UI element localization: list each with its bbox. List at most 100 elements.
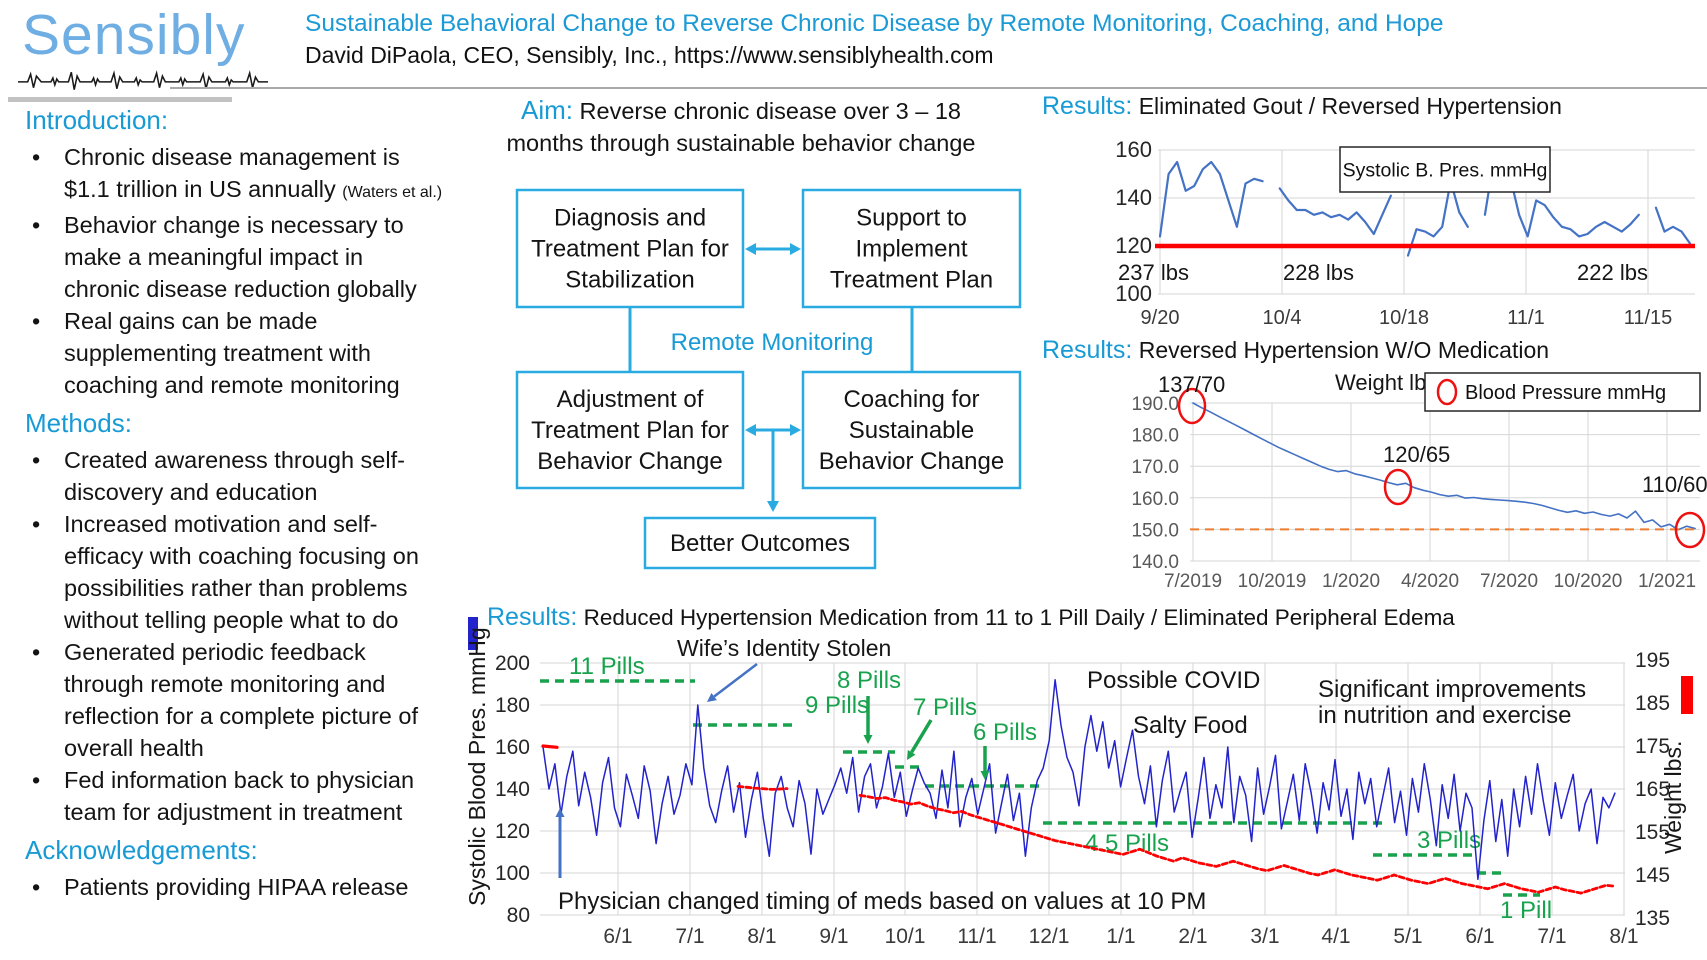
results-text: Eliminated Gout / Reversed Hypertension bbox=[1132, 93, 1562, 119]
svg-text:120: 120 bbox=[1115, 233, 1152, 258]
svg-text:140: 140 bbox=[1115, 185, 1152, 210]
svg-text:10/4: 10/4 bbox=[1263, 307, 1302, 329]
svg-text:10/2019: 10/2019 bbox=[1238, 571, 1307, 592]
svg-text:in nutrition and exercise: in nutrition and exercise bbox=[1318, 702, 1571, 729]
svg-text:10/1: 10/1 bbox=[885, 925, 926, 948]
svg-text:190.0: 190.0 bbox=[1131, 394, 1179, 415]
bullet-text: Behavior change is necessary to make a m… bbox=[64, 212, 417, 302]
svg-text:8 Pills: 8 Pills bbox=[837, 667, 901, 694]
svg-text:170.0: 170.0 bbox=[1131, 457, 1179, 478]
systolic-bp-legend-swatch bbox=[468, 617, 478, 650]
svg-text:Systolic B. Pres. mmHg: Systolic B. Pres. mmHg bbox=[1343, 160, 1548, 182]
bullet-text: Patients providing HIPAA release bbox=[64, 874, 409, 900]
bullet-text: Increased motivation and self- efficacy … bbox=[64, 511, 419, 633]
section-heading-acknowledgements: Acknowledgements: bbox=[25, 835, 258, 865]
svg-text:3 Pills: 3 Pills bbox=[1417, 827, 1481, 854]
svg-text:5/1: 5/1 bbox=[1393, 925, 1422, 948]
introduction-list: Chronic disease management is $1.1 trill… bbox=[25, 141, 475, 401]
svg-text:160.0: 160.0 bbox=[1131, 489, 1179, 510]
svg-text:145: 145 bbox=[1635, 864, 1670, 887]
svg-text:160: 160 bbox=[495, 736, 530, 759]
svg-text:1/2021: 1/2021 bbox=[1638, 571, 1696, 592]
svg-text:7/2019: 7/2019 bbox=[1164, 571, 1222, 592]
svg-text:Better Outcomes: Better Outcomes bbox=[670, 530, 850, 557]
svg-text:180: 180 bbox=[495, 694, 530, 717]
svg-text:80: 80 bbox=[507, 904, 530, 927]
svg-text:100: 100 bbox=[1115, 281, 1152, 306]
bullet-text: Generated periodic feedback through remo… bbox=[64, 639, 418, 761]
aim-statement: Aim: Reverse chronic disease over 3 – 18… bbox=[483, 94, 999, 159]
svg-text:Wife’s Identity Stolen: Wife’s Identity Stolen bbox=[677, 635, 891, 661]
svg-text:11/1: 11/1 bbox=[957, 925, 996, 948]
svg-text:175: 175 bbox=[1635, 735, 1670, 758]
svg-text:4/2020: 4/2020 bbox=[1401, 571, 1459, 592]
results-label: Results: bbox=[1042, 336, 1133, 364]
logo-underline bbox=[8, 97, 232, 102]
svg-text:2/1: 2/1 bbox=[1178, 925, 1207, 948]
svg-text:4/1: 4/1 bbox=[1321, 925, 1350, 948]
svg-text:120: 120 bbox=[495, 820, 530, 843]
svg-text:155: 155 bbox=[1635, 821, 1670, 844]
svg-text:137/70: 137/70 bbox=[1158, 372, 1225, 397]
svg-text:11/1: 11/1 bbox=[1507, 307, 1544, 329]
svg-text:Remote Monitoring: Remote Monitoring bbox=[671, 329, 874, 356]
svg-text:Systolic Blood Pres. mmHg: Systolic Blood Pres. mmHg bbox=[464, 627, 490, 906]
poster-title: Sustainable Behavioral Change to Reverse… bbox=[305, 10, 1444, 37]
svg-text:Possible COVID: Possible COVID bbox=[1087, 667, 1260, 694]
aim-text: Reverse chronic disease over 3 – 18 mont… bbox=[506, 98, 976, 156]
results-text: Reduced Hypertension Medication from 11 … bbox=[577, 605, 1455, 630]
svg-text:8/1: 8/1 bbox=[1609, 925, 1638, 948]
methods-list: Created awareness through self- discover… bbox=[25, 444, 475, 828]
acknowledgements-list: Patients providing HIPAA release bbox=[25, 871, 475, 903]
svg-text:7 Pills: 7 Pills bbox=[913, 694, 977, 721]
svg-text:160: 160 bbox=[1115, 137, 1152, 162]
svg-text:135: 135 bbox=[1635, 907, 1670, 930]
svg-text:6/1: 6/1 bbox=[603, 925, 632, 948]
svg-text:7/1: 7/1 bbox=[1537, 925, 1566, 948]
svg-text:140.0: 140.0 bbox=[1131, 552, 1179, 573]
weight-legend-swatch bbox=[1681, 676, 1693, 714]
svg-text:150.0: 150.0 bbox=[1131, 520, 1179, 541]
svg-text:3/1: 3/1 bbox=[1250, 925, 1279, 948]
sensibly-logo: Sensibly bbox=[22, 3, 246, 67]
svg-text:7/1: 7/1 bbox=[675, 925, 704, 948]
author-line: David DiPaola, CEO, Sensibly, Inc., http… bbox=[305, 42, 994, 68]
section-heading-methods: Methods: bbox=[25, 408, 132, 438]
svg-text:Weight lbs.: Weight lbs. bbox=[1660, 741, 1686, 854]
svg-text:180.0: 180.0 bbox=[1131, 426, 1179, 447]
svg-text:140: 140 bbox=[495, 778, 530, 801]
svg-text:120/65: 120/65 bbox=[1383, 442, 1450, 467]
header-divider bbox=[170, 87, 1707, 89]
svg-text:12/1: 12/1 bbox=[1029, 925, 1070, 948]
results-title-gout: Results: Eliminated Gout / Reversed Hype… bbox=[1042, 92, 1562, 121]
svg-text:Salty Food: Salty Food bbox=[1133, 712, 1248, 739]
bullet-text: Real gains can be made supplementing tre… bbox=[64, 308, 400, 398]
svg-text:11 Pills: 11 Pills bbox=[569, 653, 645, 680]
svg-text:165: 165 bbox=[1635, 778, 1670, 801]
svg-text:7/2020: 7/2020 bbox=[1480, 571, 1538, 592]
svg-text:Significant improvements: Significant improvements bbox=[1318, 676, 1586, 703]
svg-text:6/1: 6/1 bbox=[1465, 925, 1494, 948]
citation-text: (Waters et al.) bbox=[342, 184, 443, 201]
svg-text:6 Pills: 6 Pills bbox=[973, 719, 1037, 746]
treatment-flow-diagram: Diagnosis and Treatment Plan for Stabiliza… bbox=[515, 188, 1022, 570]
results-label: Results: bbox=[487, 603, 578, 631]
bullet-item: Increased motivation and self- efficacy … bbox=[25, 508, 475, 636]
section-heading-introduction: Introduction: bbox=[25, 105, 169, 135]
bullet-item: Fed information back to physician team f… bbox=[25, 764, 475, 828]
svg-text:10/18: 10/18 bbox=[1379, 307, 1429, 329]
bullet-item: Real gains can be made supplementing tre… bbox=[25, 305, 475, 401]
svg-text:Physician changed timing of me: Physician changed timing of meds based o… bbox=[558, 888, 1206, 915]
results-title-hypertension: Results: Reversed Hypertension W/O Medic… bbox=[1042, 336, 1549, 365]
bullet-item: Patients providing HIPAA release bbox=[25, 871, 475, 903]
bullet-item: Created awareness through self- discover… bbox=[25, 444, 475, 508]
bullet-item: Behavior change is necessary to make a m… bbox=[25, 209, 475, 305]
bullet-item: Chronic disease management is $1.1 trill… bbox=[25, 141, 475, 209]
svg-text:185: 185 bbox=[1635, 692, 1670, 715]
svg-text:237 lbs: 237 lbs bbox=[1118, 260, 1189, 285]
svg-text:8/1: 8/1 bbox=[747, 925, 776, 948]
